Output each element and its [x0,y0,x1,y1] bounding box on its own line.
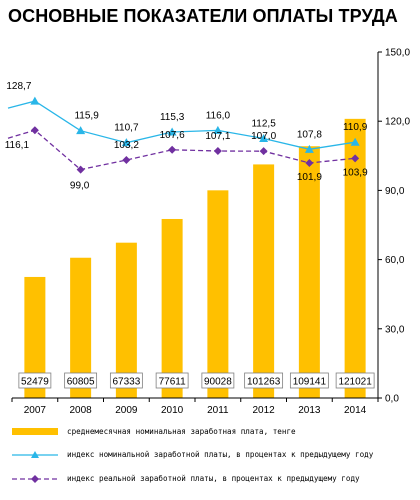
y-tick-label-4: 120,0 [385,117,410,128]
bar-value-box-2010 [155,372,189,389]
nominal-data-label-2011: 116,0 [206,110,231,121]
x-tick-label-2012: 2012 [253,405,276,416]
bar-2012 [253,164,275,398]
real-data-label-2010: 107,6 [160,130,185,141]
real-data-label-2011: 107,1 [205,131,230,142]
bar-value-label-2011: 90028 [204,377,232,388]
real-data-label-2014: 103,9 [343,167,368,178]
bar-2008 [70,257,92,398]
real-point-2008 [76,165,85,174]
legend-item-real-index: индекс реальной заработной платы, в проц… [10,472,410,486]
bar-value-label-2008: 60805 [67,377,95,388]
bar-value-box-2013 [289,372,329,389]
bar-value-label-2007: 52479 [21,377,49,388]
nominal-data-label-2010: 115,3 [160,112,185,123]
nominal-point-2014 [350,137,360,146]
real-point-2011 [213,146,222,155]
nominal-point-2008 [76,126,86,135]
x-tick-label-2011: 2011 [207,405,229,416]
nominal-point-2007 [30,96,40,105]
bar-value-label-2013: 109141 [293,377,327,388]
x-tick-label-2008: 2008 [70,405,93,416]
bar-value-box-2011 [201,372,235,389]
nominal-data-label-2007: 128,7 [6,81,31,92]
real-data-label-2013: 101,9 [297,172,322,183]
x-tick-label-2009: 2009 [115,405,138,416]
real-data-label-2008: 99,0 [70,181,90,192]
bar-value-box-2014 [335,372,375,389]
chart-title: ОСНОВНЫЕ ПОКАЗАТЕЛИ ОПЛАТЫ ТРУДА [8,6,398,26]
nominal-point-2009 [121,138,131,147]
legend-item-average-salary: среднемесячная номинальная заработная пл… [10,425,410,439]
real-index-line [7,129,356,171]
nominal-data-label-2012: 112,5 [251,119,276,130]
legend-real-line-swatch [12,475,58,483]
nominal-index-line [7,100,356,150]
nominal-data-label-2009: 110,7 [114,123,139,134]
bar-value-label-2014: 121021 [338,377,372,388]
legend-label-nominal-index: индекс номинальной заработной платы, в п… [67,450,374,459]
bar-value-box-2007 [18,372,52,389]
real-point-2014 [351,154,360,163]
bar-value-label-2010: 77611 [159,377,187,388]
x-tick-label-2010: 2010 [161,405,184,416]
nominal-point-2011 [213,125,223,134]
y-tick-label-2: 60,0 [385,255,405,266]
bar-value-box-2012 [244,372,284,389]
nominal-point-2012 [259,134,269,142]
x-tick-label-2013: 2013 [298,405,321,416]
nominal-data-label-2014: 110,9 [343,122,368,133]
real-point-2010 [168,145,177,154]
bar-2011 [207,190,229,398]
real-point-2009 [122,155,131,164]
bar-2010 [161,218,183,398]
x-tick-label-2007: 2007 [24,405,47,416]
real-data-label-2012: 107,0 [251,131,276,142]
bar-value-box-2009 [109,372,143,389]
y-tick-label-1: 30,0 [385,324,405,335]
real-point-2013 [305,158,314,167]
legend-label-real-index: индекс реальной заработной платы, в проц… [67,474,360,483]
y-tick-label-0: 0,0 [385,394,399,405]
nominal-data-label-2008: 115,9 [74,111,99,122]
legend-bar-swatch [12,428,58,435]
bar-value-label-2009: 67333 [112,377,140,388]
bar-2014 [344,118,366,398]
x-tick-label-2014: 2014 [344,405,367,416]
real-data-label-2007: 116,1 [5,140,30,151]
bar-value-box-2008 [64,372,98,389]
legend-label-average-salary: среднемесячная номинальная заработная пл… [67,427,296,436]
bar-2007 [24,276,46,398]
bar-value-label-2012: 101263 [247,377,281,388]
legend-item-nominal-index: индекс номинальной заработной платы, в п… [10,448,410,462]
real-point-2012 [259,147,268,156]
legend-nominal-line-swatch [12,451,58,458]
y-tick-label-5: 150,0 [385,48,410,59]
nominal-point-2010 [167,127,177,136]
y-tick-label-3: 90,0 [385,186,405,197]
bar-2013 [298,146,320,398]
real-data-label-2009: 103,2 [114,140,139,151]
salary-indicators-chart: 52479 60805 67333 77611 90028 101263 109141 121… [5,48,411,417]
nominal-point-2013 [304,144,314,153]
real-point-2007 [30,126,39,135]
bar-2009 [115,242,137,398]
nominal-data-label-2013: 107,8 [297,129,322,140]
